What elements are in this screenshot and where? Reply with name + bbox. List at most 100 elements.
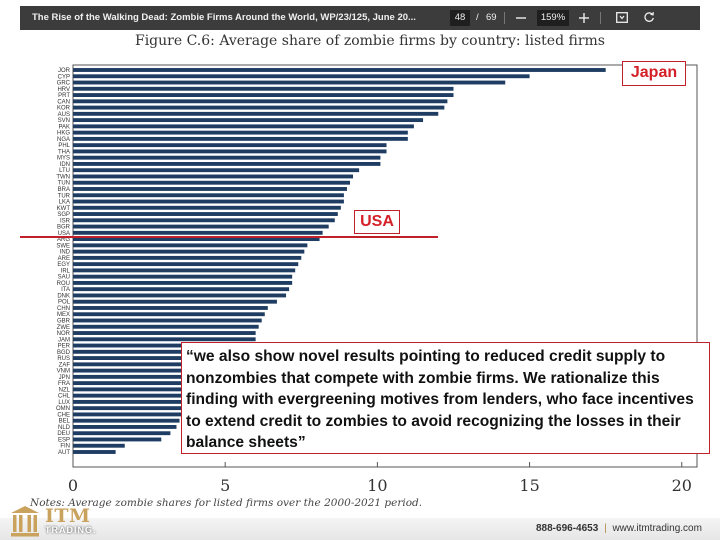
fit-page-icon	[616, 12, 628, 23]
y-tick-label: MYS	[57, 156, 70, 162]
zoom-level-input[interactable]: 159%	[537, 10, 569, 26]
bar-chl	[73, 393, 220, 398]
bar-irl	[73, 268, 296, 273]
bar-lux	[73, 399, 217, 404]
y-tick-label: AUT	[58, 450, 70, 456]
pdf-toolbar: The Rise of the Walking Dead: Zombie Fir…	[20, 6, 700, 30]
bar-swe	[73, 243, 308, 248]
y-tick-label: CHL	[58, 394, 71, 400]
y-tick-label: SVN	[58, 118, 70, 124]
y-tick-label: NOR	[57, 331, 71, 337]
minus-icon	[516, 17, 526, 19]
zoom-in-button[interactable]	[575, 8, 593, 28]
y-tick-label: THA	[58, 149, 70, 155]
bar-bgr	[73, 224, 329, 229]
y-tick-label: NGA	[57, 137, 70, 143]
bar-idn	[73, 161, 381, 166]
y-tick-label: IND	[60, 250, 71, 256]
footer-bar	[0, 518, 720, 540]
y-tick-label: DEU	[57, 431, 70, 437]
bar-can	[73, 99, 448, 104]
x-axis-ticks: 0 5 10 15 20	[68, 462, 692, 495]
bar-phl	[73, 143, 387, 148]
bar-pol	[73, 299, 277, 304]
bar-hkg	[73, 130, 408, 135]
y-tick-label: HRV	[57, 87, 70, 93]
bar-are	[73, 255, 302, 260]
y-tick-label: SGP	[57, 212, 70, 218]
bar-svn	[73, 118, 424, 123]
y-tick-label: TUR	[58, 193, 71, 199]
y-tick-label: NLD	[58, 425, 71, 431]
page-total: 69	[486, 12, 497, 23]
x-tick-label: 10	[367, 476, 387, 495]
y-tick-label: HKG	[57, 131, 70, 137]
plus-icon	[579, 13, 589, 23]
y-tick-label: POL	[58, 300, 71, 306]
y-tick-label: CYP	[58, 74, 70, 80]
bar-twn	[73, 174, 354, 179]
y-tick-label: VNM	[57, 369, 70, 375]
y-tick-label: ESP	[58, 437, 70, 443]
bar-usa	[73, 230, 323, 235]
y-tick-label: BGR	[57, 225, 71, 231]
figure-title: Figure C.6: Average share of zombie firm…	[134, 33, 605, 49]
page-number-input[interactable]: 48	[450, 10, 470, 26]
bar-tur	[73, 193, 344, 198]
y-tick-label: JOR	[58, 68, 71, 74]
y-tick-label: GRC	[57, 81, 71, 87]
y-tick-label: USA	[58, 231, 70, 237]
toolbar-divider	[600, 12, 601, 24]
chart-bars	[73, 68, 606, 454]
bar-nor	[73, 331, 256, 335]
y-tick-label: BGD	[57, 350, 71, 356]
bar-mex	[73, 312, 265, 317]
y-tick-label: LKA	[59, 200, 70, 206]
bar-prt	[73, 93, 454, 97]
logo-trading-text: TRADING.	[45, 525, 97, 535]
bar-nld	[73, 425, 177, 429]
y-tick-label: PHL	[58, 143, 70, 149]
y-tick-label: KOR	[57, 106, 71, 112]
bar-gbr	[73, 318, 262, 323]
y-tick-label: CHN	[57, 306, 70, 312]
bar-nzl	[73, 387, 226, 392]
bar-lka	[73, 199, 344, 204]
bar-zwe	[73, 324, 259, 329]
fit-page-button[interactable]	[613, 8, 631, 28]
rotate-button[interactable]	[640, 8, 658, 28]
bar-nga	[73, 136, 408, 141]
y-tick-label: ISR	[60, 218, 71, 224]
bar-aut	[73, 450, 116, 454]
y-tick-label: JAM	[58, 337, 70, 343]
y-tick-label: PER	[58, 344, 71, 350]
y-tick-label: BEL	[59, 419, 71, 425]
figure-notes: Notes: Average zombie shares for listed …	[30, 497, 423, 509]
bar-zaf	[73, 362, 244, 367]
usa-marker-line	[20, 236, 438, 238]
x-tick-label: 5	[220, 476, 230, 495]
y-tick-label: SWE	[56, 243, 70, 249]
bar-che	[73, 412, 198, 417]
y-tick-label: ROU	[57, 281, 70, 287]
bar-arg	[73, 237, 320, 242]
japan-callout: Japan	[622, 61, 686, 86]
y-tick-label: ITA	[61, 287, 70, 293]
y-tick-label: AUS	[58, 112, 70, 118]
bar-cyp	[73, 74, 530, 79]
zoom-out-button[interactable]	[512, 8, 530, 28]
y-tick-label: ZWE	[57, 325, 70, 331]
bar-tha	[73, 149, 387, 154]
y-tick-label: IDN	[60, 162, 70, 168]
quote-callout: “we also show novel results pointing to …	[181, 342, 710, 454]
y-tick-label: RUS	[57, 356, 70, 362]
y-tick-label: EGY	[57, 262, 70, 268]
y-tick-label: PAK	[58, 124, 70, 130]
y-tick-label: LTU	[59, 168, 70, 174]
contact-info: 888-696-4653 | www.itmtrading.com	[536, 523, 702, 534]
bar-per	[73, 343, 253, 348]
y-tick-label: SAU	[58, 275, 70, 281]
website-link[interactable]: www.itmtrading.com	[612, 523, 702, 534]
phone-number: 888-696-4653	[536, 523, 599, 534]
x-tick-label: 0	[68, 476, 78, 495]
